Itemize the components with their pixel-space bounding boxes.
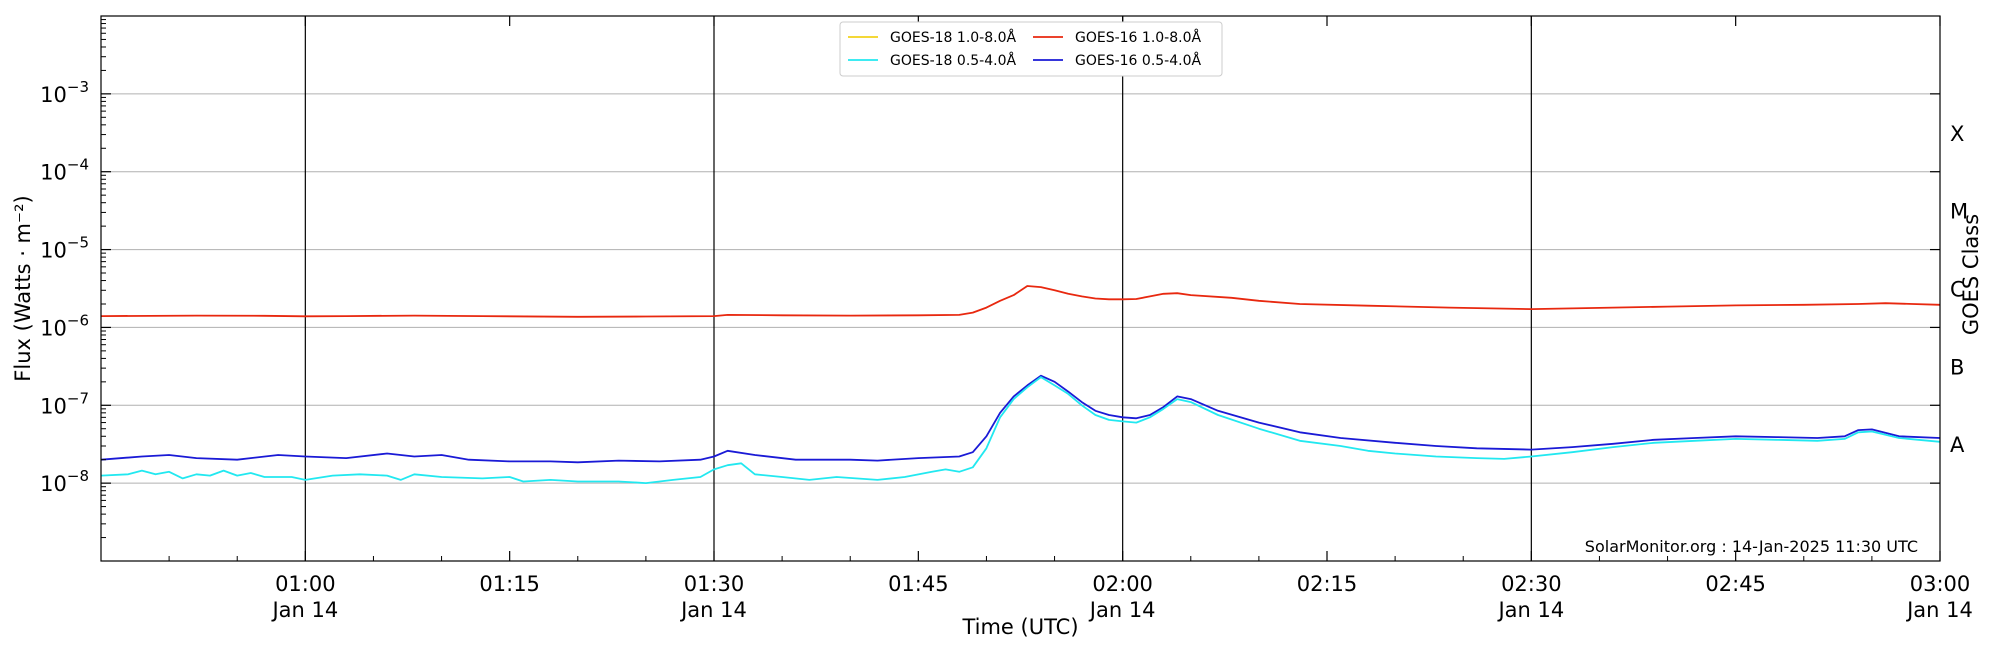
x-tick-label: 01:00 xyxy=(275,572,336,596)
credit-label: SolarMonitor.org : 14-Jan-2025 11:30 UTC xyxy=(1585,537,1918,556)
goes-class-label: X xyxy=(1950,122,1964,146)
y-tick-label: 10−7 xyxy=(40,389,89,418)
plot-area xyxy=(101,16,1940,561)
x-tick-label: 02:45 xyxy=(1705,572,1766,596)
y-tick-label: 10−5 xyxy=(40,234,89,263)
x-tick-label: 02:15 xyxy=(1297,572,1358,596)
x-tick-date-label: Jan 14 xyxy=(679,598,747,622)
legend: GOES-18 1.0-8.0Å GOES-18 0.5-4.0Å GOES-16 … xyxy=(839,21,1223,77)
x-tick-date-label: Jan 14 xyxy=(1088,598,1156,622)
goes-class-label: A xyxy=(1950,433,1965,457)
series-line xyxy=(100,374,1941,464)
legend-entry-label: GOES-16 0.5-4.0Å xyxy=(1075,52,1201,69)
plot-frame xyxy=(100,15,1941,562)
legend-entry-label: GOES-18 0.5-4.0Å xyxy=(890,52,1016,69)
x-tick-label: 02:00 xyxy=(1092,572,1153,596)
x-axis-title: Time (UTC) xyxy=(961,615,1078,639)
x-tick-label: 03:00 xyxy=(1910,572,1971,596)
series-line xyxy=(100,285,1941,318)
x-tick-date-label: Jan 14 xyxy=(270,598,338,622)
y-tick-label: 10−6 xyxy=(40,311,89,340)
y-tick-label: 10−4 xyxy=(40,156,89,185)
x-tick-date-label: Jan 14 xyxy=(1905,598,1973,622)
x-tick-label: 02:30 xyxy=(1501,572,1562,596)
x-tick-label: 01:30 xyxy=(684,572,745,596)
legend-entry-label: GOES-16 1.0-8.0Å xyxy=(1075,29,1201,46)
x-tick-label: 01:15 xyxy=(479,572,540,596)
goes-class-axis-title: GOES Class xyxy=(1959,214,1983,335)
legend-entry-label: GOES-18 1.0-8.0Å xyxy=(890,29,1016,46)
y-axis-title: Flux (Watts · m⁻²) xyxy=(11,195,35,381)
y-tick-label: 10−8 xyxy=(40,467,89,496)
goes-class-label: C xyxy=(1950,278,1965,302)
goes-class-label: M xyxy=(1950,200,1968,224)
x-tick-label: 01:45 xyxy=(888,572,949,596)
series-line xyxy=(100,376,1941,484)
legend-box xyxy=(839,21,1223,77)
goes-class-label: B xyxy=(1950,355,1964,379)
y-tick-label: 10−3 xyxy=(40,78,89,107)
x-tick-date-label: Jan 14 xyxy=(1496,598,1564,622)
